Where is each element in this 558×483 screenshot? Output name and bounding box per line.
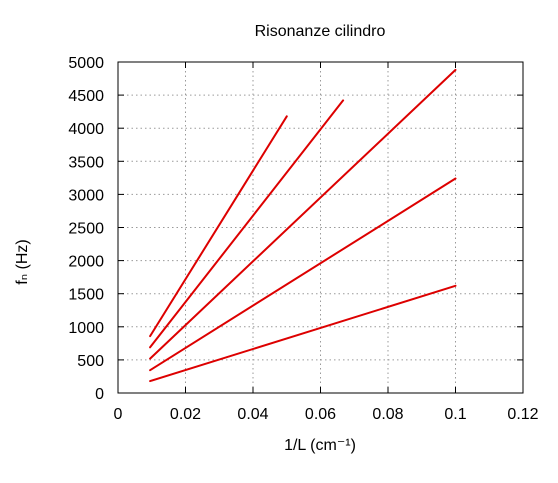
x-axis-label: 1/L (cm⁻¹) — [284, 437, 356, 454]
tick-marks — [117, 61, 524, 394]
series-4-line — [149, 99, 345, 349]
y-tick-label: 3000 — [68, 187, 104, 204]
y-tick-label: 500 — [77, 353, 104, 370]
x-tick-label: 0.08 — [372, 406, 403, 423]
y-tick-label: 2000 — [68, 254, 104, 271]
y-tick-label: 3500 — [68, 154, 104, 171]
series-group — [149, 68, 457, 383]
x-tick-label: 0 — [114, 406, 123, 423]
y-axis-label: fₙ (Hz) — [14, 239, 31, 284]
y-tick-label: 5000 — [68, 55, 104, 72]
x-tick-label: 0.06 — [305, 406, 336, 423]
x-tick-label: 0.02 — [170, 406, 201, 423]
x-tick-label: 0.12 — [507, 406, 538, 423]
series-1-line — [149, 284, 457, 383]
grid — [118, 62, 523, 393]
series-5-line — [149, 115, 288, 338]
x-tick-labels: 0 0.02 0.04 0.06 0.08 0.1 0.12 — [114, 406, 539, 423]
x-tick-label: 0.1 — [444, 406, 466, 423]
y-tick-label: 1000 — [68, 320, 104, 337]
series-2-line — [149, 177, 457, 372]
series-3-line — [149, 68, 457, 360]
y-tick-label: 2500 — [68, 221, 104, 238]
y-tick-label: 4500 — [68, 88, 104, 105]
y-tick-label: 4000 — [68, 121, 104, 138]
y-tick-label: 1500 — [68, 287, 104, 304]
chart-title: Risonanze cilindro — [255, 23, 386, 40]
y-tick-label: 0 — [95, 386, 104, 403]
y-tick-labels: 0 500 1000 1500 2000 2500 3000 3500 4000 4500 5000 — [68, 55, 104, 403]
x-tick-label: 0.04 — [237, 406, 268, 423]
